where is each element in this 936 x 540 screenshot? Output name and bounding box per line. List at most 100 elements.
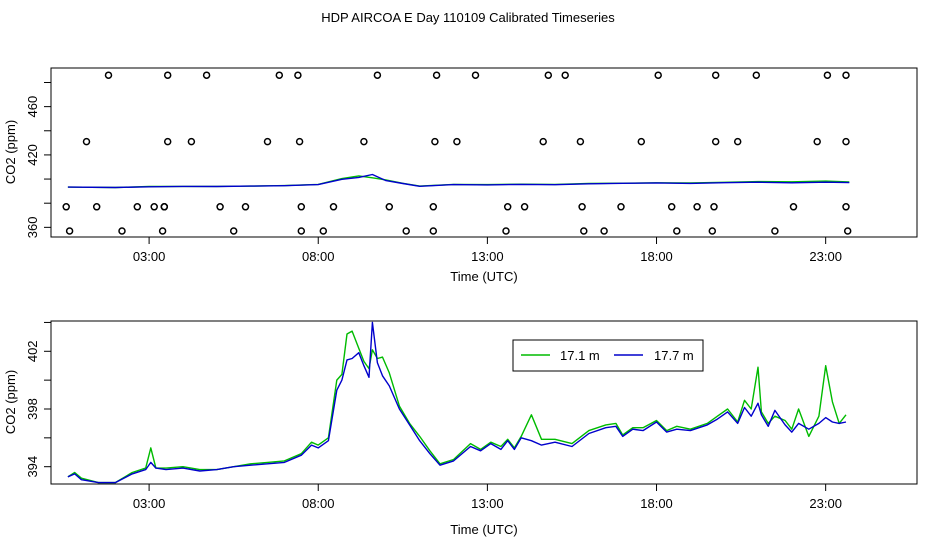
calibration-marker: [163, 71, 172, 79]
calibration-marker: [673, 227, 681, 235]
calibration-marker: [297, 203, 306, 211]
calibration-marker: [823, 71, 832, 79]
top-x-tick-label: 23:00: [809, 249, 842, 264]
calibration-marker: [813, 137, 821, 146]
top-y-tick-label: 460: [25, 96, 40, 118]
calibration-marker: [453, 137, 461, 146]
timeseries-panel: 03:00 08:00 13:00 18:00 23:00 394 398 402 Time…: [3, 320, 918, 537]
calibration-marker: [431, 137, 439, 146]
calibration-marker: [561, 71, 569, 79]
calibration-marker: [578, 203, 586, 211]
calibration-marker: [708, 227, 717, 235]
bottom-plot-frame: [50, 320, 918, 485]
calibration-marker: [539, 137, 547, 146]
calibration-marker: [402, 227, 410, 235]
calibration-panel: 03:00 08:00 13:00 18:00 23:00 360 420 460 Time…: [3, 67, 918, 284]
calibration-marker: [118, 227, 126, 235]
calibration-marker: [329, 203, 338, 211]
calibration-marker: [275, 71, 284, 79]
top-y-tick-label: 360: [25, 216, 40, 238]
calibration-marker: [520, 203, 529, 211]
calibration-marker: [160, 203, 169, 211]
calibration-marker: [544, 71, 553, 79]
top-series-lines: [67, 173, 850, 189]
calibration-marker: [710, 203, 718, 211]
calibration-marker: [62, 203, 70, 211]
calibration-marker: [711, 137, 720, 146]
calibration-marker: [163, 137, 172, 146]
top-x-axis: 03:00 08:00 13:00 18:00 23:00: [133, 237, 842, 264]
bottom-x-tick-label: 08:00: [302, 496, 335, 511]
top-x-tick-label: 03:00: [133, 249, 166, 264]
legend-label-17-1m: 17.1 m: [560, 348, 600, 363]
calibration-marker: [429, 203, 438, 211]
calibration-marker: [429, 227, 438, 235]
calibration-marker: [789, 203, 798, 211]
calibration-marker: [771, 227, 779, 235]
calibration-marker: [65, 227, 74, 235]
bottom-x-tick-label: 03:00: [133, 496, 166, 511]
calibration-marker: [82, 137, 91, 146]
calibration-marker: [92, 203, 101, 211]
calibration-marker: [187, 137, 196, 146]
calibration-marker: [133, 203, 142, 211]
legend-label-17-7m: 17.7 m: [654, 348, 694, 363]
calibration-marker: [241, 203, 250, 211]
calibration-marker: [150, 203, 158, 211]
top-x-tick-label: 13:00: [471, 249, 504, 264]
calibration-marker: [432, 71, 441, 79]
calibration-marker: [600, 227, 608, 235]
calibration-marker: [654, 71, 662, 79]
calibration-marker: [297, 227, 306, 235]
calibration-marker: [842, 137, 850, 146]
calibration-marker: [319, 227, 328, 235]
bottom-y-tick-label: 398: [25, 398, 40, 420]
calibration-marker: [580, 227, 588, 235]
calibration-marker: [385, 203, 394, 211]
bottom-y-axis-title: CO2 (ppm): [3, 370, 18, 434]
calibration-marker: [158, 227, 167, 235]
calibration-marker: [637, 137, 646, 146]
calibration-marker: [229, 227, 238, 235]
top-x-tick-label: 08:00: [302, 249, 335, 264]
calibration-markers: [62, 71, 852, 235]
top-y-axis-title: CO2 (ppm): [3, 120, 18, 184]
bottom-y-tick-label: 394: [25, 456, 40, 478]
top-series-line-2: [67, 173, 850, 189]
figure-title: HDP AIRCOA E Day 110109 Calibrated Times…: [321, 10, 615, 25]
top-y-tick-label: 420: [25, 144, 40, 166]
bottom-x-tick-label: 23:00: [809, 496, 842, 511]
top-x-tick-label: 18:00: [640, 249, 673, 264]
top-x-axis-title: Time (UTC): [450, 269, 517, 284]
calibration-marker: [373, 71, 382, 79]
calibration-marker: [216, 203, 224, 211]
calibration-marker: [202, 71, 211, 79]
calibration-marker: [693, 203, 701, 211]
calibration-marker: [295, 137, 304, 146]
calibration-marker: [360, 137, 368, 146]
calibration-marker: [711, 71, 720, 79]
calibration-marker: [503, 203, 512, 211]
top-y-axis: 360 420 460: [25, 81, 51, 238]
calibration-marker: [471, 71, 480, 79]
calibration-marker: [733, 137, 742, 146]
bottom-x-axis-title: Time (UTC): [450, 522, 517, 537]
bottom-x-tick-label: 18:00: [640, 496, 673, 511]
bottom-series-lines: [67, 321, 847, 484]
bottom-y-tick-label: 402: [25, 340, 40, 362]
bottom-x-tick-label: 13:00: [471, 496, 504, 511]
bottom-series-line-1: [67, 330, 847, 484]
bottom-y-axis: 394 398 402: [25, 321, 51, 478]
top-plot-frame: [50, 67, 918, 238]
bottom-series-line-2: [67, 321, 847, 484]
calibration-marker: [617, 203, 625, 211]
calibration-marker: [576, 137, 585, 146]
calibration-marker: [502, 227, 510, 235]
calibration-marker: [842, 71, 850, 79]
calibration-marker: [104, 71, 113, 79]
legend: 17.1 m 17.7 m: [512, 339, 704, 372]
bottom-x-axis: 03:00 08:00 13:00 18:00 23:00: [133, 484, 842, 511]
calibration-marker: [752, 71, 761, 79]
calibration-marker: [294, 71, 302, 79]
